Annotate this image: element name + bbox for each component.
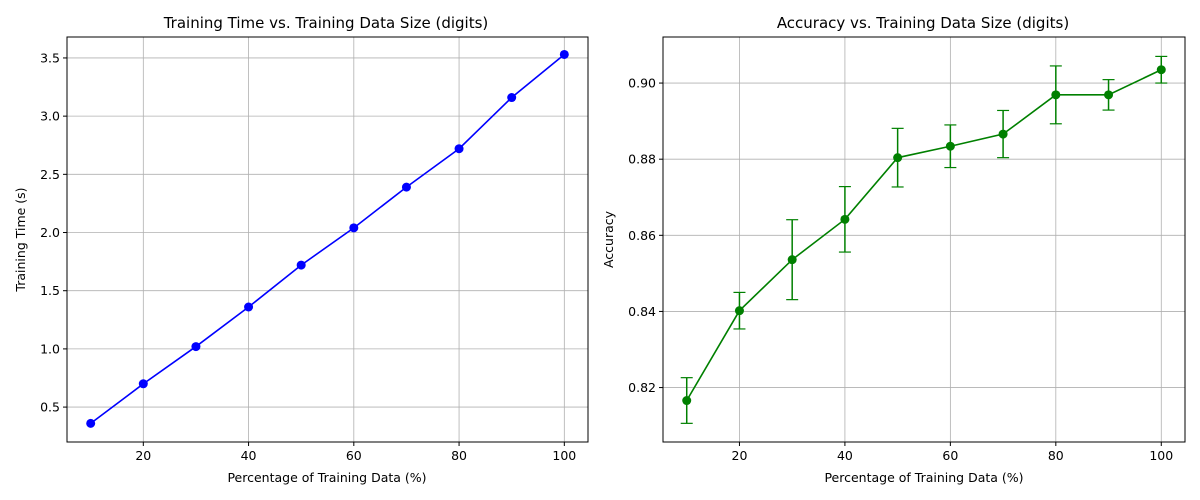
- y-tick-label: 1.0: [40, 341, 60, 356]
- x-tick-label: 80: [451, 448, 467, 463]
- y-tick-label: 0.84: [628, 304, 656, 319]
- x-tick-label: 20: [135, 448, 151, 463]
- x-tick-label: 60: [942, 448, 958, 463]
- x-tick-label: 100: [552, 448, 576, 463]
- plot-area-frame: [662, 36, 1186, 443]
- y-tick-label: 0.5: [40, 400, 60, 415]
- data-point: [840, 214, 850, 224]
- chart-title: Accuracy vs. Training Data Size (digits): [777, 14, 1069, 32]
- x-tick-label: 80: [1048, 448, 1064, 463]
- data-point: [191, 342, 201, 352]
- training-time-chart: Training Time vs. Training Data Size (di…: [13, 14, 589, 485]
- x-axis-label: Percentage of Training Data (%): [824, 470, 1023, 485]
- data-point: [349, 223, 359, 233]
- y-tick-label: 2.0: [40, 225, 60, 240]
- x-axis-label: Percentage of Training Data (%): [227, 470, 426, 485]
- data-point: [1104, 90, 1114, 100]
- y-tick-label: 1.5: [40, 283, 60, 298]
- data-point: [682, 396, 692, 406]
- data-point: [86, 418, 96, 428]
- data-point: [138, 379, 148, 389]
- y-tick-label: 0.86: [628, 228, 656, 243]
- x-tick-label: 60: [346, 448, 362, 463]
- data-point: [1156, 65, 1166, 75]
- data-point: [787, 255, 797, 265]
- x-tick-label: 40: [837, 448, 853, 463]
- y-axis-label: Accuracy: [601, 210, 616, 268]
- data-point: [559, 49, 569, 59]
- y-tick-label: 3.0: [40, 109, 60, 124]
- x-tick-label: 20: [732, 448, 748, 463]
- data-point: [244, 302, 254, 312]
- data-point: [998, 129, 1008, 139]
- data-point: [507, 93, 517, 103]
- series-line: [90, 53, 565, 425]
- series-line: [686, 69, 1162, 401]
- x-tick-label: 40: [241, 448, 257, 463]
- x-tick-label: 100: [1149, 448, 1173, 463]
- data-point: [945, 141, 955, 151]
- accuracy-chart: Accuracy vs. Training Data Size (digits)…: [601, 14, 1186, 485]
- plot-area-frame: [66, 36, 589, 443]
- data-point: [296, 260, 306, 270]
- y-tick-label: 0.90: [628, 76, 656, 91]
- data-point: [401, 182, 411, 192]
- y-tick-label: 3.5: [40, 50, 60, 65]
- y-tick-label: 0.88: [628, 152, 656, 167]
- y-axis-label: Training Time (s): [13, 187, 28, 292]
- chart-title: Training Time vs. Training Data Size (di…: [163, 14, 489, 32]
- y-tick-label: 2.5: [40, 167, 60, 182]
- y-tick-label: 0.82: [628, 380, 656, 395]
- data-point: [1051, 90, 1061, 100]
- data-point: [893, 153, 903, 163]
- data-point: [734, 306, 744, 316]
- data-point: [454, 144, 464, 154]
